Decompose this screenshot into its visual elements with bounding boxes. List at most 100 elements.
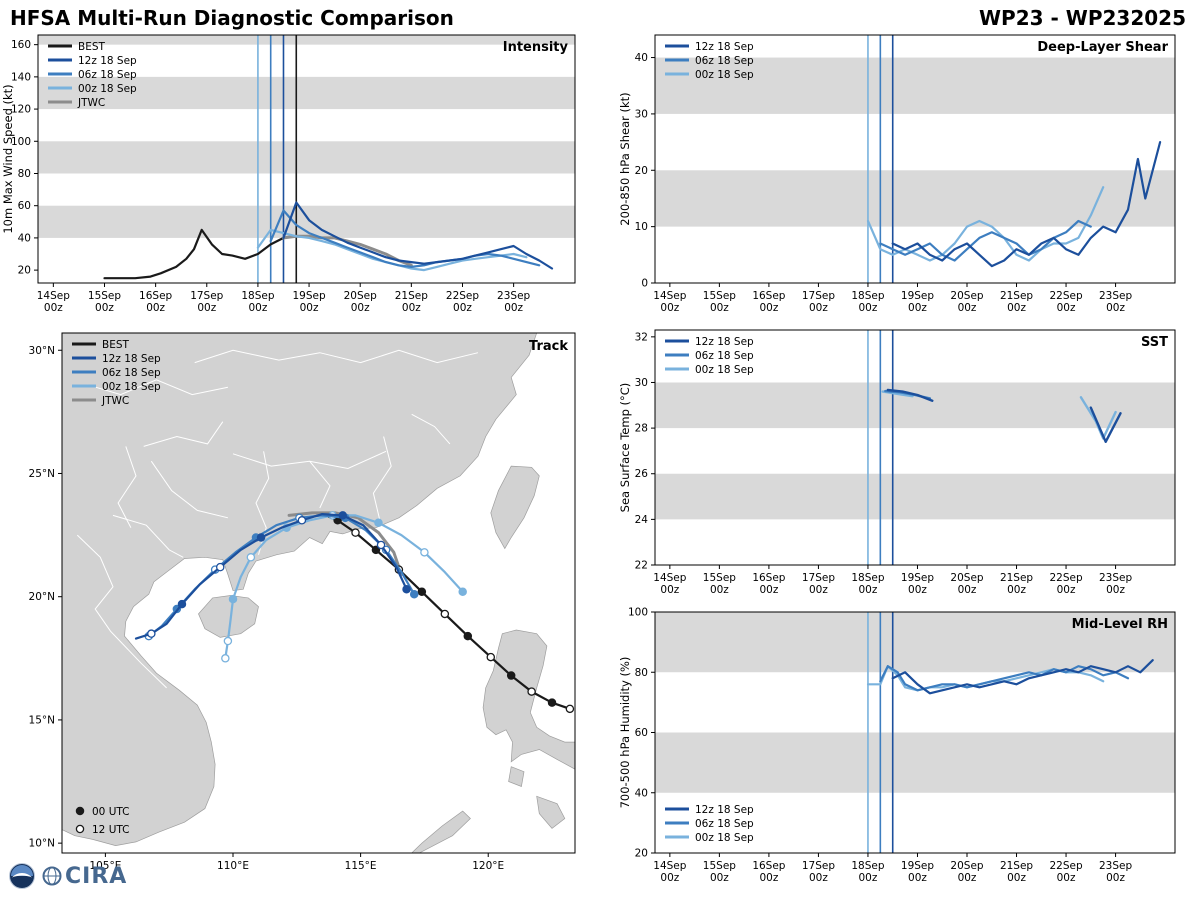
svg-text:00z: 00z xyxy=(1057,584,1076,596)
svg-text:00z: 00z xyxy=(908,584,927,596)
svg-text:14Sep: 14Sep xyxy=(653,860,686,872)
utc-marker-legend: 00 UTC 12 UTC xyxy=(75,806,130,836)
svg-text:00z 18 Sep: 00z 18 Sep xyxy=(695,832,754,844)
svg-text:140: 140 xyxy=(11,71,31,83)
svg-text:20: 20 xyxy=(18,265,31,277)
svg-text:23Sep: 23Sep xyxy=(1099,572,1132,584)
svg-text:00z: 00z xyxy=(759,872,778,884)
svg-text:22: 22 xyxy=(635,560,648,572)
svg-text:80: 80 xyxy=(18,168,31,180)
svg-text:Deep-Layer Shear: Deep-Layer Shear xyxy=(1037,40,1168,55)
svg-text:00z: 00z xyxy=(859,872,878,884)
svg-text:00z: 00z xyxy=(1007,302,1026,314)
cira-logo-text: CIRA xyxy=(65,863,128,889)
svg-text:00z: 00z xyxy=(95,302,114,314)
svg-text:00z: 00z xyxy=(660,302,679,314)
svg-text:19Sep: 19Sep xyxy=(292,290,325,302)
svg-text:BEST: BEST xyxy=(78,41,106,53)
svg-text:0: 0 xyxy=(641,278,648,290)
svg-text:00z 18 Sep: 00z 18 Sep xyxy=(695,69,754,81)
shear-panel: 14Sep00z15Sep00z16Sep00z17Sep00z18Sep00z… xyxy=(618,34,1176,314)
svg-text:00z: 00z xyxy=(958,872,977,884)
intensity-panel: 14Sep00z15Sep00z16Sep00z17Sep00z18Sep00z… xyxy=(1,34,576,314)
svg-text:21Sep: 21Sep xyxy=(1000,290,1033,302)
svg-text:00z: 00z xyxy=(958,302,977,314)
svg-text:120°E: 120°E xyxy=(472,860,504,872)
svg-text:22Sep: 22Sep xyxy=(1049,860,1082,872)
svg-text:16Sep: 16Sep xyxy=(752,290,785,302)
svg-text:19Sep: 19Sep xyxy=(901,290,934,302)
svg-text:12z 18 Sep: 12z 18 Sep xyxy=(78,55,137,67)
svg-text:JTWC: JTWC xyxy=(101,395,129,407)
noaa-logo xyxy=(9,863,35,889)
svg-text:100: 100 xyxy=(628,607,648,619)
svg-text:00z: 00z xyxy=(710,872,729,884)
svg-text:06z 18 Sep: 06z 18 Sep xyxy=(695,350,754,362)
svg-text:16Sep: 16Sep xyxy=(139,290,172,302)
svg-text:00z 18 Sep: 00z 18 Sep xyxy=(102,381,161,393)
svg-text:200-850 hPa Shear (kt): 200-850 hPa Shear (kt) xyxy=(618,92,632,225)
svg-text:21Sep: 21Sep xyxy=(395,290,428,302)
svg-text:00z 18 Sep: 00z 18 Sep xyxy=(695,364,754,376)
svg-text:20Sep: 20Sep xyxy=(950,860,983,872)
svg-text:20Sep: 20Sep xyxy=(950,290,983,302)
svg-text:23Sep: 23Sep xyxy=(1099,290,1132,302)
svg-text:00z: 00z xyxy=(859,302,878,314)
svg-text:12z 18 Sep: 12z 18 Sep xyxy=(695,336,754,348)
svg-text:00z: 00z xyxy=(660,584,679,596)
svg-text:19Sep: 19Sep xyxy=(901,572,934,584)
svg-text:00z: 00z xyxy=(759,584,778,596)
svg-text:15Sep: 15Sep xyxy=(88,290,121,302)
svg-text:06z 18 Sep: 06z 18 Sep xyxy=(695,55,754,67)
svg-text:14Sep: 14Sep xyxy=(653,290,686,302)
svg-text:00z: 00z xyxy=(660,872,679,884)
svg-text:20Sep: 20Sep xyxy=(950,572,983,584)
svg-text:25°N: 25°N xyxy=(29,468,55,480)
svg-text:Track: Track xyxy=(529,339,568,354)
svg-text:21Sep: 21Sep xyxy=(1000,860,1033,872)
svg-text:700-500 hPa Humidity (%): 700-500 hPa Humidity (%) xyxy=(618,657,632,809)
svg-text:40: 40 xyxy=(635,52,648,64)
svg-text:00z: 00z xyxy=(146,302,165,314)
svg-text:60: 60 xyxy=(635,727,648,739)
svg-text:00z: 00z xyxy=(908,302,927,314)
svg-text:23Sep: 23Sep xyxy=(1099,860,1132,872)
svg-text:105°E: 105°E xyxy=(89,860,121,872)
svg-text:14Sep: 14Sep xyxy=(37,290,70,302)
svg-text:00z: 00z xyxy=(44,302,63,314)
globe-icon xyxy=(42,866,62,886)
svg-text:160: 160 xyxy=(11,39,31,51)
svg-text:00z: 00z xyxy=(248,302,267,314)
svg-text:00z: 00z xyxy=(1057,872,1076,884)
svg-text:115°E: 115°E xyxy=(345,860,377,872)
svg-text:00z: 00z xyxy=(759,302,778,314)
svg-text:18Sep: 18Sep xyxy=(241,290,274,302)
svg-text:00z: 00z xyxy=(859,584,878,596)
svg-text:00z: 00z xyxy=(809,872,828,884)
svg-text:00z: 00z xyxy=(1106,872,1125,884)
svg-text:00z: 00z xyxy=(1007,584,1026,596)
svg-text:00z: 00z xyxy=(1106,584,1125,596)
svg-text:120: 120 xyxy=(11,104,31,116)
svg-text:16Sep: 16Sep xyxy=(752,572,785,584)
storm-id: WP23 - WP232025 xyxy=(979,6,1186,30)
svg-text:22Sep: 22Sep xyxy=(446,290,479,302)
sst-panel: 14Sep00z15Sep00z16Sep00z17Sep00z18Sep00z… xyxy=(618,329,1176,596)
svg-text:17Sep: 17Sep xyxy=(190,290,223,302)
map-area xyxy=(62,333,575,853)
track-panel: 105°E 110°E 115°E 120°E 10°N 15°N 20°N 25°N 30°N… xyxy=(29,332,576,872)
svg-text:22Sep: 22Sep xyxy=(1049,572,1082,584)
svg-text:20°N: 20°N xyxy=(29,591,55,603)
svg-text:110°E: 110°E xyxy=(217,860,249,872)
svg-text:00z 18 Sep: 00z 18 Sep xyxy=(78,83,137,95)
svg-text:00 UTC: 00 UTC xyxy=(92,806,130,818)
svg-text:15°N: 15°N xyxy=(29,714,55,726)
svg-text:20Sep: 20Sep xyxy=(344,290,377,302)
svg-text:19Sep: 19Sep xyxy=(901,860,934,872)
cira-logo: CIRA xyxy=(42,864,127,889)
svg-text:12z 18 Sep: 12z 18 Sep xyxy=(695,41,754,53)
svg-text:18Sep: 18Sep xyxy=(851,572,884,584)
svg-text:Mid-Level RH: Mid-Level RH xyxy=(1072,617,1168,632)
